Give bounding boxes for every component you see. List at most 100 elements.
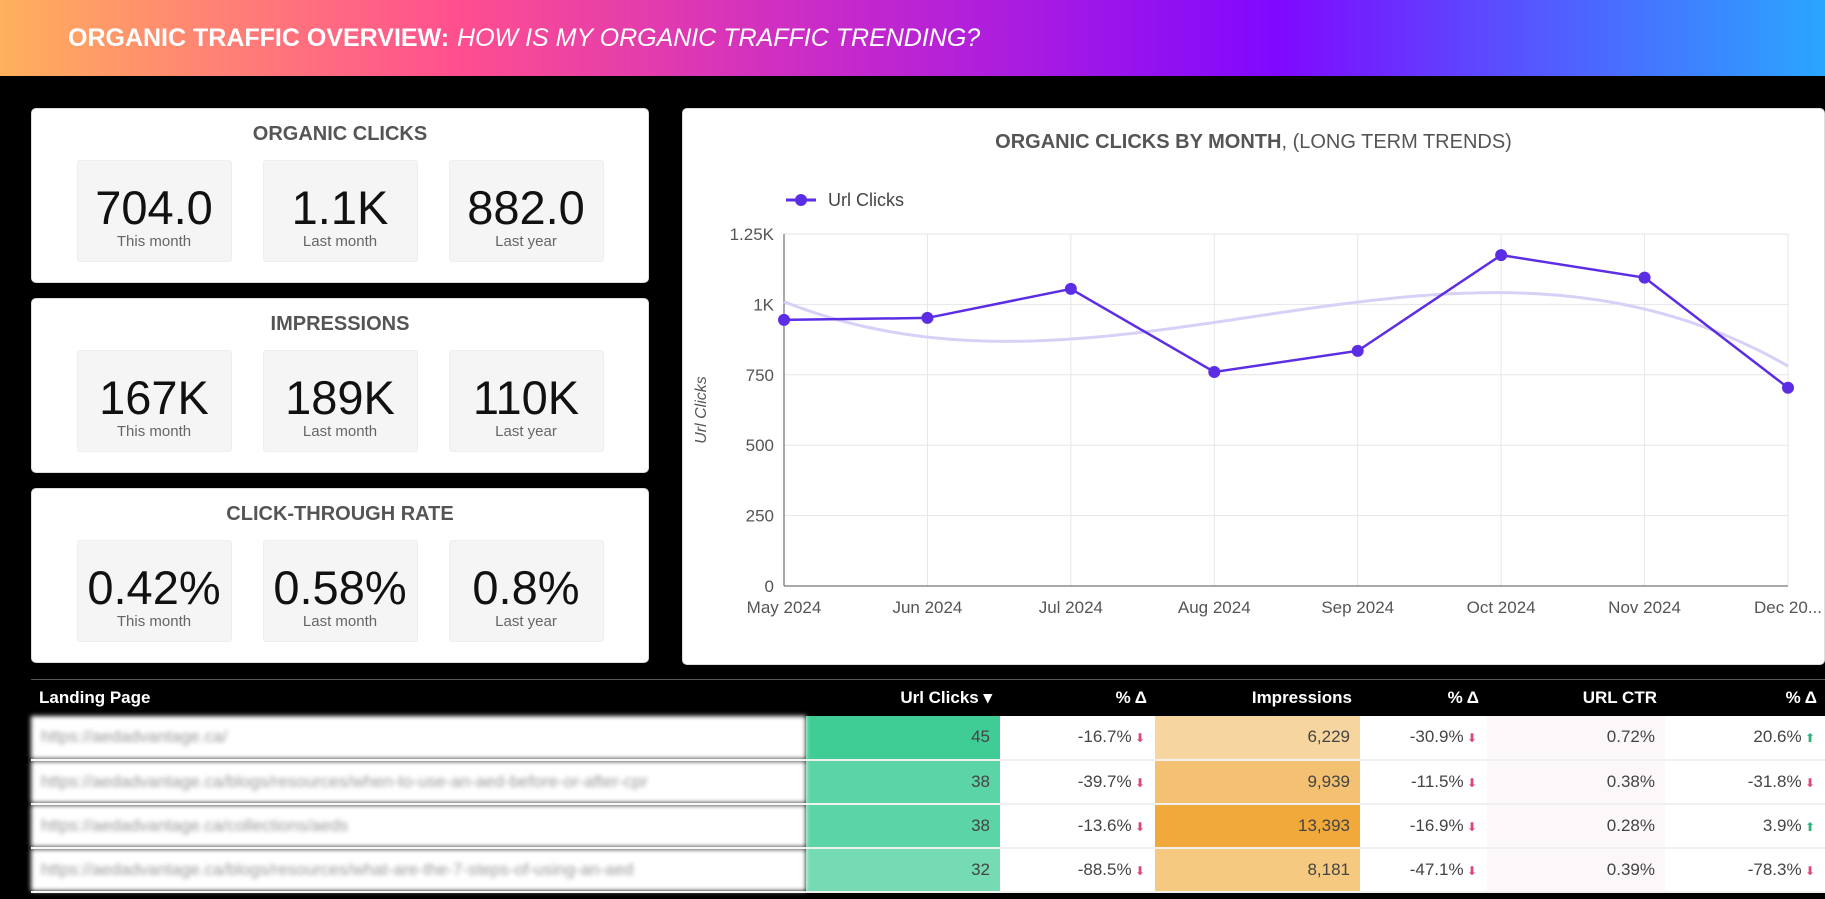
arrow-down-icon: ⬇ <box>1801 775 1815 790</box>
arrow-down-icon: ⬇ <box>1131 863 1145 878</box>
trend-line <box>783 291 1789 368</box>
kpi-value: 167K <box>99 371 209 424</box>
data-point <box>1782 381 1794 394</box>
impressions: 13,393 <box>1155 803 1360 849</box>
url-ctr-delta: -31.8% ⬇ <box>1665 759 1825 805</box>
kpi-value: 704.0 <box>95 181 213 234</box>
url-clicks-delta: -16.7% ⬇ <box>1000 715 1155 761</box>
x-tick-label: Sep 2024 <box>1321 598 1394 617</box>
kpi-value: 189K <box>285 371 395 424</box>
table-row[interactable]: https://aedadvantage.ca/45 -16.7% ⬇ 6,229-… <box>31 715 1825 761</box>
arrow-down-icon: ⬇ <box>1131 731 1145 745</box>
arrow-down-icon: ⬇ <box>1131 819 1145 834</box>
column-header: URL CTR <box>1487 679 1665 716</box>
kpi-tile: 189K Last month <box>262 350 418 452</box>
kpi-card: ORGANIC CLICKS 704.0 This month 1.1K Last mo… <box>31 108 649 283</box>
kpi-value: 882.0 <box>467 181 585 234</box>
data-point <box>778 313 790 326</box>
chart-card: ORGANIC CLICKS BY MONTH, (LONG TERM TREN… <box>682 108 1825 665</box>
url-ctr: 0.39% <box>1487 847 1665 893</box>
kpi-label: Last month <box>302 233 378 250</box>
x-tick-label: Oct 2024 <box>1467 598 1536 617</box>
arrow-up-icon: ⬆ <box>1801 819 1815 834</box>
url-ctr: 0.38% <box>1487 759 1665 805</box>
url-ctr-delta: 20.6% ⬆ <box>1665 715 1825 761</box>
url-ctr: 0.28% <box>1487 803 1665 849</box>
series-line <box>783 253 1789 389</box>
kpi-title: ORGANIC CLICKS <box>252 123 428 145</box>
column-header: % Δ <box>1665 679 1825 716</box>
data-point <box>1208 365 1221 378</box>
column-header[interactable]: Url Clicks ▾ <box>806 679 1000 716</box>
landing-page-table: Landing Page Url Clicks ▾% Δ Impressions% … <box>31 679 1825 893</box>
kpi-label: Last month <box>302 423 378 440</box>
kpi-tile: 704.0 This month <box>76 160 232 262</box>
url-clicks: 38 <box>806 803 1000 849</box>
kpi-tile: 167K This month <box>76 350 232 452</box>
arrow-up-icon: ⬆ <box>1801 731 1815 745</box>
arrow-down-icon: ⬇ <box>1463 819 1477 834</box>
y-tick-label: 1K <box>753 295 774 314</box>
kpi-value: 110K <box>472 371 580 424</box>
kpi-label: Last year <box>495 423 557 440</box>
table-row[interactable]: https://aedadvantage.ca/blogs/resources/… <box>31 759 1825 805</box>
url-ctr-delta: -78.3% ⬇ <box>1665 847 1825 893</box>
table-row[interactable]: https://aedadvantage.ca/collections/aeds… <box>31 803 1825 849</box>
kpi-tile: 1.1K Last month <box>262 160 418 262</box>
y-tick-label: 750 <box>746 366 774 385</box>
kpi-tile: 0.42% This month <box>76 540 232 642</box>
kpi-label: Last year <box>495 233 557 250</box>
landing-page-url[interactable]: https://aedadvantage.ca/blogs/resources/… <box>31 847 806 893</box>
kpi-card: IMPRESSIONS 167K This month 189K Last month 1… <box>31 298 649 473</box>
kpi-title: IMPRESSIONS <box>270 313 410 335</box>
landing-page-url[interactable]: https://aedadvantage.ca/collections/aeds <box>31 803 806 849</box>
impressions: 8,181 <box>1155 847 1360 893</box>
column-header: % Δ <box>1360 679 1487 716</box>
kpi-tile: 0.8% Last year <box>448 540 604 642</box>
arrow-down-icon: ⬇ <box>1463 731 1477 745</box>
kpi-value: 0.58% <box>273 561 407 614</box>
kpi-tile: 882.0 Last year <box>448 160 604 262</box>
url-clicks: 38 <box>806 759 1000 805</box>
column-header: Landing Page <box>31 679 806 716</box>
legend-label: Url Clicks <box>828 190 904 210</box>
arrow-down-icon: ⬇ <box>1801 863 1815 878</box>
table-row[interactable]: https://aedadvantage.ca/blogs/resources/… <box>31 847 1825 893</box>
kpi-title: CLICK-THROUGH RATE <box>226 503 454 525</box>
kpi-label: This month <box>116 613 192 630</box>
data-point <box>1495 249 1508 262</box>
landing-page-url[interactable]: https://aedadvantage.ca/ <box>31 715 806 761</box>
impressions-delta: -47.1% ⬇ <box>1360 847 1487 893</box>
data-point <box>1351 344 1364 357</box>
kpi-card: CLICK-THROUGH RATE 0.42% This month 0.58% La… <box>31 488 649 663</box>
url-clicks-delta: -39.7% ⬇ <box>1000 759 1155 805</box>
arrow-down-icon: ⬇ <box>1463 863 1477 878</box>
arrow-down-icon: ⬇ <box>1463 775 1477 790</box>
line-chart: 0 250 500 750 1K 1.25K May 2024 Jun 2024 Jul 202… <box>693 190 1822 617</box>
y-axis-label: Url Clicks <box>693 376 710 444</box>
url-clicks: 32 <box>806 847 1000 893</box>
impressions: 9,939 <box>1155 759 1360 805</box>
url-ctr: 0.72% <box>1487 715 1665 761</box>
url-ctr-delta: 3.9% ⬆ <box>1665 803 1825 849</box>
url-clicks: 45 <box>806 715 1000 761</box>
impressions-delta: -11.5% ⬇ <box>1360 759 1487 805</box>
column-header: % Δ <box>1000 679 1155 716</box>
x-tick-label: Jul 2024 <box>1039 598 1103 617</box>
kpi-label: Last year <box>495 613 557 630</box>
x-tick-label: Aug 2024 <box>1178 598 1251 617</box>
y-tick-label: 250 <box>746 507 774 526</box>
kpi-tile: 110K Last year <box>448 350 604 452</box>
data-point <box>921 311 934 324</box>
landing-page-url[interactable]: https://aedadvantage.ca/blogs/resources/… <box>31 759 806 805</box>
y-tick-label: 0 <box>765 577 774 596</box>
header-subtitle: HOW IS MY ORGANIC TRAFFIC TRENDING? <box>457 23 981 52</box>
header-title: ORGANIC TRAFFIC OVERVIEW: <box>68 23 450 52</box>
x-tick-label: May 2024 <box>747 598 822 617</box>
url-clicks-delta: -13.6% ⬇ <box>1000 803 1155 849</box>
y-tick-label: 500 <box>746 436 774 455</box>
impressions-delta: -16.9% ⬇ <box>1360 803 1487 849</box>
column-header: Impressions <box>1155 679 1360 716</box>
x-tick-label: Jun 2024 <box>892 598 962 617</box>
impressions: 6,229 <box>1155 715 1360 761</box>
